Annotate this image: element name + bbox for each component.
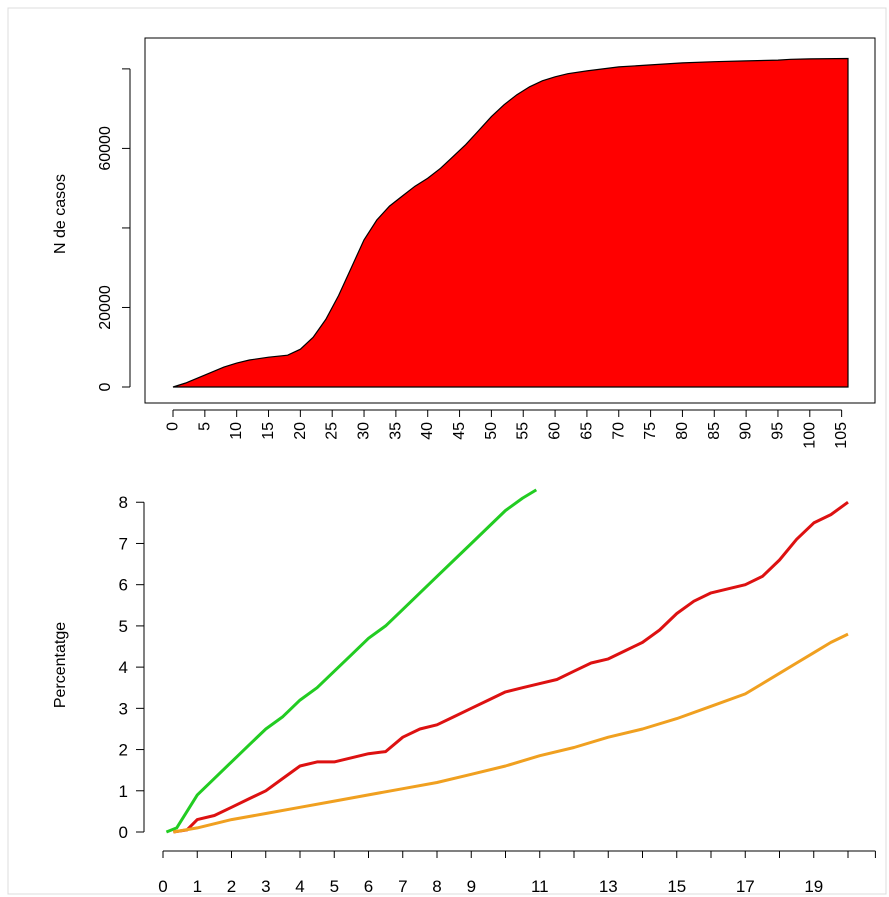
bottom-x-tick-label: 9 xyxy=(467,877,476,896)
top-x-tick-label: 70 xyxy=(610,422,627,440)
top-x-tick-label: 75 xyxy=(642,422,659,440)
top-x-tick-label: 90 xyxy=(738,422,755,440)
top-x-tick-label: 45 xyxy=(451,422,468,440)
bottom-x-tick-label: 17 xyxy=(736,877,755,896)
top-y-tick-label: 0 xyxy=(97,382,114,391)
top-y-axis-label: N de casos xyxy=(52,174,69,254)
bottom-y-axis-label: Percentatge xyxy=(52,622,69,708)
bottom-y-tick-label: 4 xyxy=(119,658,128,677)
top-x-tick-label: 85 xyxy=(706,422,723,440)
bottom-y-tick-label: 1 xyxy=(119,782,128,801)
bottom-y-tick-label: 0 xyxy=(119,823,128,842)
top-x-tick-label: 30 xyxy=(356,422,373,440)
bottom-x-tick-label: 7 xyxy=(398,877,407,896)
cases-area-layer xyxy=(172,57,849,388)
bottom-x-axis: 0 1 2 3 4 5 6 7 8 9 11 13 15 17 19 xyxy=(158,850,876,896)
top-x-tick-label: 55 xyxy=(515,422,532,440)
top-x-tick-label: 15 xyxy=(260,422,277,440)
top-y-tick-label: 20000 xyxy=(97,285,114,330)
bottom-y-tick-label: 7 xyxy=(119,534,128,553)
bottom-x-tick-label: 1 xyxy=(193,877,202,896)
top-x-tick-label: 50 xyxy=(483,422,500,440)
top-y-axis: 0 20000 60000 xyxy=(97,68,131,391)
bottom-x-tick-label: 5 xyxy=(330,877,339,896)
top-x-tick-label: 10 xyxy=(228,422,245,440)
bottom-x-tick-label: 4 xyxy=(295,877,304,896)
percentage-series-line-3 xyxy=(173,632,849,834)
bottom-x-tick-label: 19 xyxy=(804,877,823,896)
top-x-tick-label: 80 xyxy=(674,422,691,440)
bottom-y-tick-label: 2 xyxy=(119,741,128,760)
bottom-y-tick-label: 5 xyxy=(119,617,128,636)
cases-area xyxy=(172,57,849,388)
top-x-axis: 0 5 10 15 20 25 30 35 40 45 50 55 60 65 70 75 80 85 90 95 10… xyxy=(165,409,850,449)
bottom-x-tick-label: 15 xyxy=(667,877,686,896)
top-x-tick-label: 20 xyxy=(292,422,309,440)
bottom-y-tick-label: 8 xyxy=(119,493,128,512)
top-x-tick-label: 65 xyxy=(578,422,595,440)
bottom-y-tick-label: 3 xyxy=(119,699,128,718)
percentage-chart: 0 1 2 3 4 5 6 7 8 0 1 2 3 4 5 6 7 8 9 11 13 15 17 19 Percentat… xyxy=(52,488,876,896)
top-plot-frame xyxy=(144,37,876,404)
top-x-tick-label: 5 xyxy=(196,422,213,431)
bottom-x-tick-label: 6 xyxy=(364,877,373,896)
bottom-x-tick-label: 2 xyxy=(227,877,236,896)
top-x-tick-label: 95 xyxy=(770,422,787,440)
bottom-x-tick-label: 0 xyxy=(158,877,167,896)
top-y-tick-label: 60000 xyxy=(97,126,114,171)
top-x-tick-label: 35 xyxy=(387,422,404,440)
top-x-tick-label: 105 xyxy=(833,422,850,449)
top-x-tick-label: 0 xyxy=(165,422,182,431)
cumulative-cases-chart: 0 20000 60000 0 5 10 15 20 25 30 35 40 45 50 55 60 65 70… xyxy=(52,37,876,449)
top-x-tick-label: 60 xyxy=(547,422,564,440)
bottom-x-tick-label: 13 xyxy=(599,877,618,896)
bottom-y-axis: 0 1 2 3 4 5 6 7 8 xyxy=(119,493,145,842)
top-x-tick-label: 100 xyxy=(801,422,818,449)
bottom-x-tick-label: 8 xyxy=(432,877,441,896)
bottom-x-tick-label: 3 xyxy=(261,877,270,896)
top-x-tick-label: 25 xyxy=(324,422,341,440)
percentage-lines-layer xyxy=(165,488,849,834)
percentage-series-line-2 xyxy=(173,500,849,834)
top-x-tick-label: 40 xyxy=(419,422,436,440)
bottom-x-tick-label: 11 xyxy=(531,877,549,896)
percentage-series-line-1 xyxy=(165,488,538,834)
bottom-y-tick-label: 6 xyxy=(119,576,128,595)
